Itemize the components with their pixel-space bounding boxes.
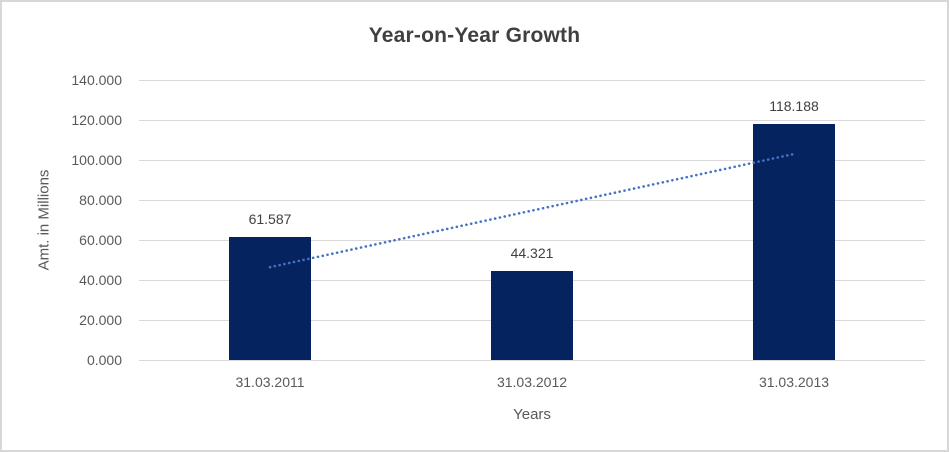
y-axis-title: Amt. in Millions [35,169,53,271]
chart-title: Year-on-Year Growth [368,24,581,47]
y-tick-label: 80.000 [79,192,122,208]
gridline [139,159,925,161]
gridline [139,239,925,241]
x-tick-label: 31.03.2012 [496,374,568,390]
gridline [139,79,925,81]
data-label: 118.188 [769,97,819,114]
y-tick-label: 140.000 [71,72,122,88]
y-tick-label: 20.000 [79,312,122,328]
x-axis-title: Years [513,406,551,423]
y-tick-label: 0.000 [86,352,122,368]
plot-area: 61.587 44.321 118.188 [139,79,925,361]
bar [491,271,573,360]
trendline-line [268,152,796,269]
data-label: 61.587 [248,210,292,227]
data-label: 44.321 [510,245,554,262]
y-tick-label: 120.000 [71,112,122,128]
gridline [139,199,925,201]
bar [229,236,311,360]
x-tick-label: 31.03.2013 [758,374,830,390]
y-tick-label: 40.000 [79,272,122,288]
gridline [139,119,925,121]
x-tick-label: 31.03.2011 [235,374,305,390]
y-tick-label: 100.000 [71,152,122,168]
y-tick-label: 60.000 [79,232,122,248]
gridline [139,359,925,361]
bar [753,123,835,360]
